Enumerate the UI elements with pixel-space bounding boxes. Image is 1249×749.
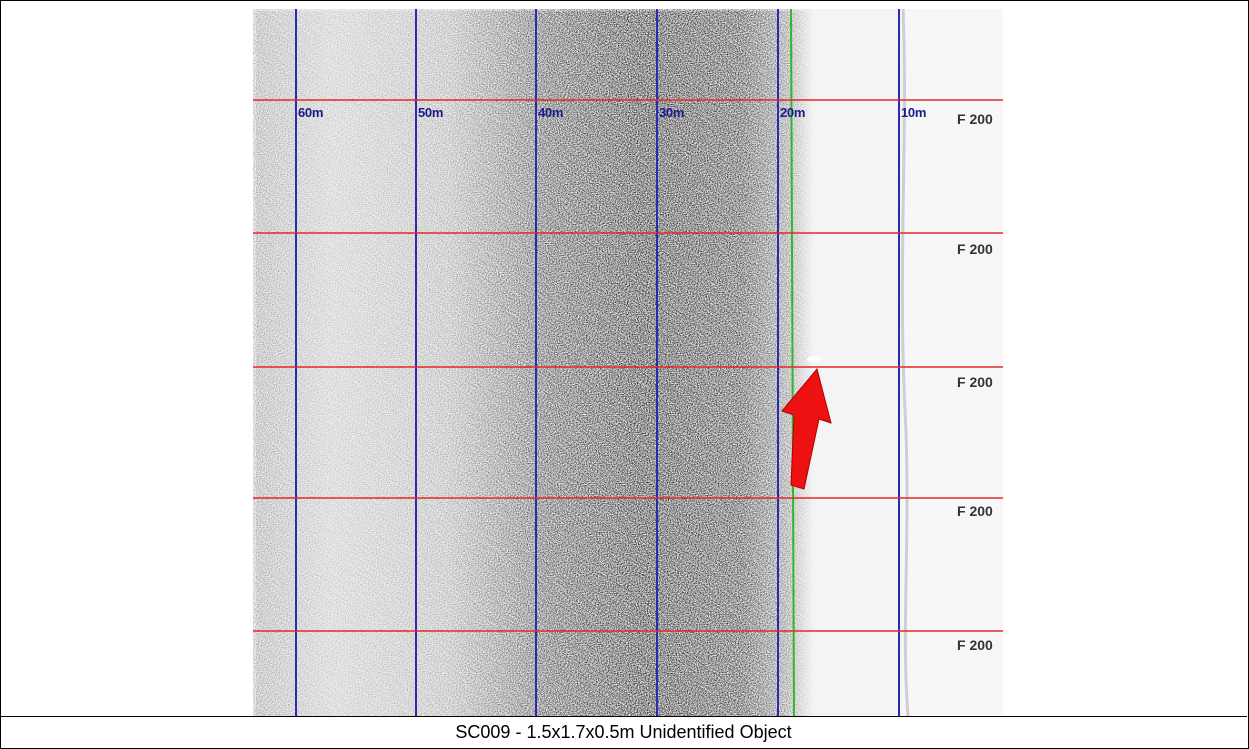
range-label-60m: 60m <box>298 105 324 120</box>
fix-label: F 200 <box>957 241 993 257</box>
nadir-line <box>790 9 795 716</box>
caption-divider <box>0 716 1247 717</box>
fix-label: F 200 <box>957 637 993 653</box>
range-lines <box>295 9 900 716</box>
range-label-50m: 50m <box>418 105 444 120</box>
fix-lines <box>253 99 1003 632</box>
range-label-20m: 20m <box>780 105 806 120</box>
red-arrow-icon <box>781 367 832 490</box>
target-highlight <box>807 356 821 362</box>
range-label-10m: 10m <box>901 105 927 120</box>
range-label-30m: 30m <box>659 105 685 120</box>
figure-caption: SC009 - 1.5x1.7x0.5m Unidentified Object <box>455 721 792 742</box>
fix-label: F 200 <box>957 374 993 390</box>
sidescan-sonar-image: 60m 50m 40m 30m 20m 10m F 200 F 200 F 20… <box>253 9 1003 716</box>
sonar-canvas <box>253 9 1003 716</box>
range-label-40m: 40m <box>538 105 564 120</box>
fix-label: F 200 <box>957 503 993 519</box>
fix-label: F 200 <box>957 111 993 127</box>
